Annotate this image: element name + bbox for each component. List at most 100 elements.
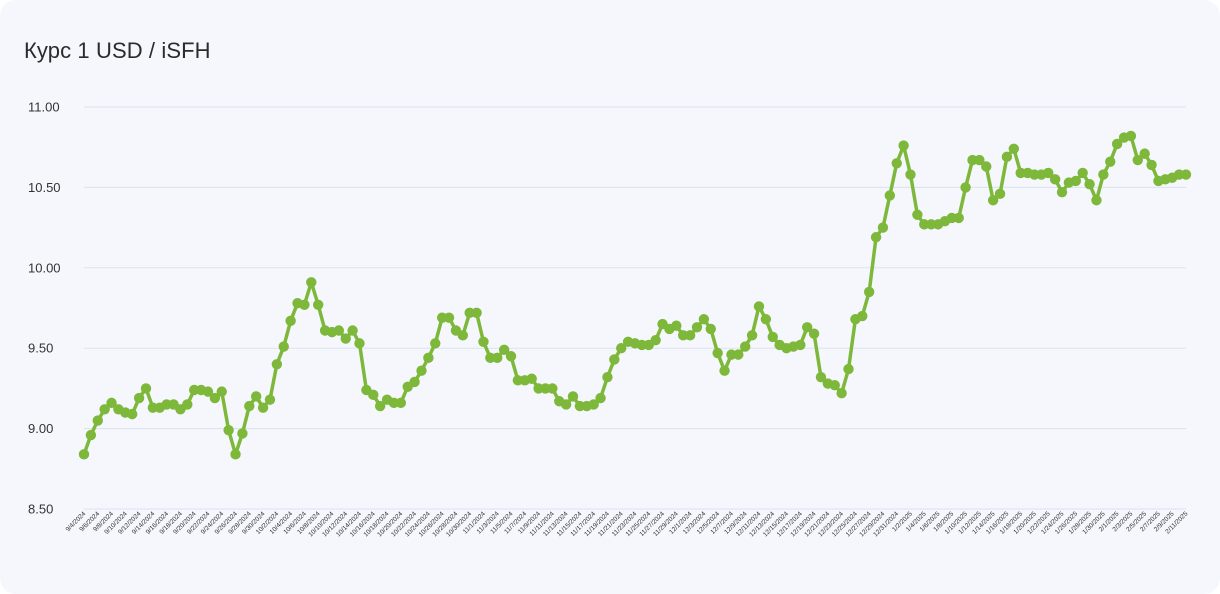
- data-point[interactable]: [299, 299, 310, 310]
- data-point[interactable]: [746, 330, 758, 341]
- data-point[interactable]: [1098, 169, 1109, 180]
- data-point[interactable]: [230, 449, 241, 460]
- data-point[interactable]: [285, 315, 296, 327]
- data-point[interactable]: [457, 330, 469, 341]
- data-point[interactable]: [1008, 143, 1020, 155]
- data-point[interactable]: [374, 400, 386, 412]
- data-point[interactable]: [953, 212, 964, 224]
- data-point[interactable]: [416, 365, 427, 376]
- data-point[interactable]: [306, 277, 317, 288]
- data-point[interactable]: [567, 391, 579, 402]
- data-point[interactable]: [333, 325, 345, 336]
- data-point[interactable]: [1056, 187, 1068, 198]
- data-point[interactable]: [478, 336, 489, 347]
- data-point[interactable]: [698, 314, 710, 325]
- data-point[interactable]: [278, 341, 289, 352]
- data-point[interactable]: [471, 307, 482, 319]
- data-point[interactable]: [340, 333, 351, 344]
- data-point[interactable]: [354, 338, 365, 349]
- data-point[interactable]: [1125, 130, 1137, 142]
- data-point[interactable]: [264, 394, 276, 405]
- data-point[interactable]: [250, 391, 262, 402]
- data-point[interactable]: [92, 415, 103, 426]
- data-point[interactable]: [1146, 159, 1157, 171]
- data-point[interactable]: [1139, 148, 1150, 159]
- data-point[interactable]: [795, 339, 806, 351]
- data-point[interactable]: [671, 320, 682, 331]
- data-point[interactable]: [368, 389, 379, 401]
- data-point[interactable]: [271, 359, 283, 370]
- data-point[interactable]: [1091, 195, 1102, 206]
- data-point[interactable]: [257, 402, 269, 413]
- data-point[interactable]: [78, 449, 90, 460]
- data-point[interactable]: [1111, 138, 1123, 150]
- data-point[interactable]: [560, 399, 572, 410]
- data-point[interactable]: [981, 161, 992, 172]
- data-point[interactable]: [753, 301, 765, 312]
- data-point[interactable]: [1084, 178, 1095, 190]
- data-point[interactable]: [960, 182, 971, 193]
- data-point[interactable]: [898, 140, 909, 151]
- data-point[interactable]: [691, 322, 703, 333]
- data-point[interactable]: [843, 363, 854, 375]
- data-point[interactable]: [423, 352, 434, 364]
- data-point[interactable]: [602, 371, 613, 383]
- data-point[interactable]: [498, 344, 510, 356]
- data-point[interactable]: [430, 338, 441, 349]
- data-point[interactable]: [202, 386, 214, 397]
- data-point[interactable]: [1077, 167, 1088, 179]
- data-point[interactable]: [492, 352, 503, 364]
- data-point[interactable]: [719, 365, 730, 376]
- data-point[interactable]: [244, 400, 255, 412]
- data-point[interactable]: [99, 404, 110, 415]
- data-point[interactable]: [223, 425, 234, 436]
- data-point[interactable]: [829, 379, 840, 391]
- data-point[interactable]: [684, 330, 696, 341]
- data-point[interactable]: [409, 376, 420, 388]
- data-point[interactable]: [870, 232, 882, 243]
- data-point[interactable]: [733, 349, 744, 360]
- data-point[interactable]: [1070, 175, 1082, 187]
- data-point[interactable]: [140, 383, 152, 394]
- data-point[interactable]: [1132, 154, 1143, 166]
- data-point[interactable]: [740, 341, 751, 352]
- data-point[interactable]: [595, 392, 606, 404]
- data-point[interactable]: [974, 154, 985, 166]
- data-point[interactable]: [85, 429, 97, 441]
- data-point[interactable]: [912, 209, 923, 220]
- data-point[interactable]: [987, 195, 999, 206]
- data-point[interactable]: [994, 188, 1006, 200]
- data-point[interactable]: [182, 399, 193, 410]
- data-point[interactable]: [395, 397, 407, 409]
- data-point[interactable]: [1105, 156, 1116, 167]
- data-point[interactable]: [767, 331, 778, 343]
- data-point[interactable]: [884, 190, 896, 201]
- data-point[interactable]: [877, 222, 889, 233]
- data-point[interactable]: [760, 314, 772, 325]
- data-point[interactable]: [801, 322, 813, 333]
- data-point[interactable]: [609, 354, 620, 365]
- data-point[interactable]: [443, 312, 455, 323]
- data-point[interactable]: [209, 392, 221, 404]
- data-point[interactable]: [347, 325, 358, 336]
- data-point[interactable]: [1049, 174, 1061, 185]
- data-point[interactable]: [216, 386, 227, 397]
- data-point[interactable]: [905, 169, 916, 180]
- data-point[interactable]: [1180, 169, 1192, 180]
- data-point[interactable]: [650, 334, 661, 346]
- data-point[interactable]: [857, 310, 868, 322]
- data-point[interactable]: [616, 343, 627, 354]
- data-point[interactable]: [133, 392, 145, 404]
- data-point[interactable]: [712, 347, 723, 359]
- data-point[interactable]: [705, 323, 716, 335]
- data-point[interactable]: [526, 373, 537, 384]
- data-point[interactable]: [1043, 167, 1054, 179]
- data-point[interactable]: [127, 408, 138, 420]
- data-point[interactable]: [836, 388, 847, 399]
- data-point[interactable]: [891, 158, 902, 169]
- data-point[interactable]: [547, 383, 558, 394]
- data-point[interactable]: [863, 286, 875, 298]
- data-point[interactable]: [237, 428, 248, 439]
- data-point[interactable]: [106, 397, 117, 409]
- data-point[interactable]: [808, 328, 820, 339]
